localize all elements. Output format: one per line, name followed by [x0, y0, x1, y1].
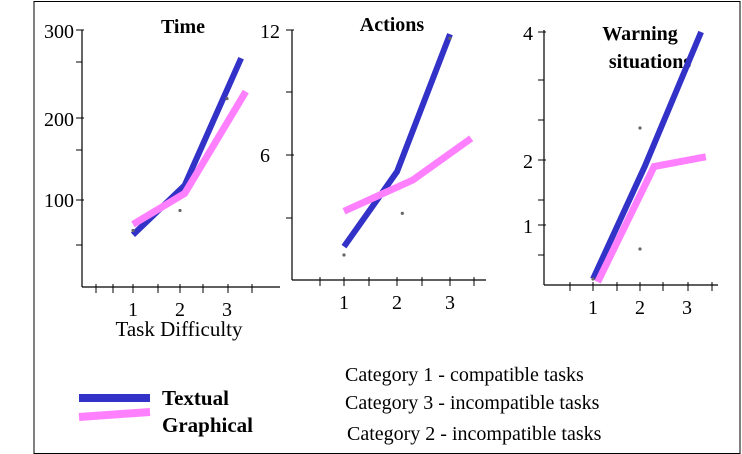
data-point [178, 208, 182, 213]
y-tick-label: 1 [523, 216, 533, 238]
x-tick-label: 3 [682, 297, 692, 319]
legend: Textual Graphical [78, 386, 253, 437]
x-tick-label: 1 [339, 292, 349, 314]
series-textual-line [590, 30, 704, 281]
x-axis-label: Task Difficulty [115, 317, 243, 341]
legend-graphical-label: Graphical [162, 413, 253, 437]
data-point [225, 97, 229, 101]
series-graphical-line [342, 135, 474, 215]
data-point [400, 211, 404, 215]
y-tick-label: 6 [260, 145, 270, 167]
series-graphical-line [594, 153, 707, 284]
y-tick-label: 4 [523, 23, 533, 45]
y-tick-label: 200 [44, 109, 74, 131]
x-tick-label: 1 [128, 299, 138, 321]
x-tick-label: 1 [588, 297, 598, 319]
y-tick-label: 100 [44, 190, 74, 212]
data-point [638, 247, 642, 251]
x-tick-label: 3 [222, 299, 232, 321]
x-tick-label: 2 [635, 297, 645, 319]
x-tick-label: 2 [392, 292, 402, 314]
legend-graphical-swatch [78, 408, 151, 421]
category-note-3: Category 2 - incompatible tasks [347, 423, 602, 445]
y-tick-label: 300 [44, 21, 74, 43]
data-point [342, 253, 346, 257]
y-tick-label: 2 [523, 151, 533, 173]
data-point [591, 277, 595, 281]
y-tick-label: 12 [260, 21, 280, 43]
data-point [638, 126, 642, 130]
category-note-1: Category 1 - compatible tasks [345, 364, 584, 386]
series-textual-line [341, 33, 453, 249]
legend-textual-label: Textual [162, 386, 229, 410]
panel-title: Actions [360, 14, 425, 36]
series-graphical-line [131, 89, 249, 228]
panel-3: 1 2 4 1 2 3 Warning situations [523, 23, 718, 319]
data-point [448, 36, 452, 40]
panel-title-line2: situations [609, 51, 691, 73]
data-point [131, 228, 135, 233]
x-tick-label: 3 [445, 292, 455, 314]
panel-title: Warning [602, 23, 678, 45]
series-textual-line [130, 56, 244, 237]
x-tick-label: 2 [175, 299, 185, 321]
panel-title: Time [161, 16, 205, 38]
category-note-2: Category 3 - incompatible tasks [345, 392, 600, 414]
